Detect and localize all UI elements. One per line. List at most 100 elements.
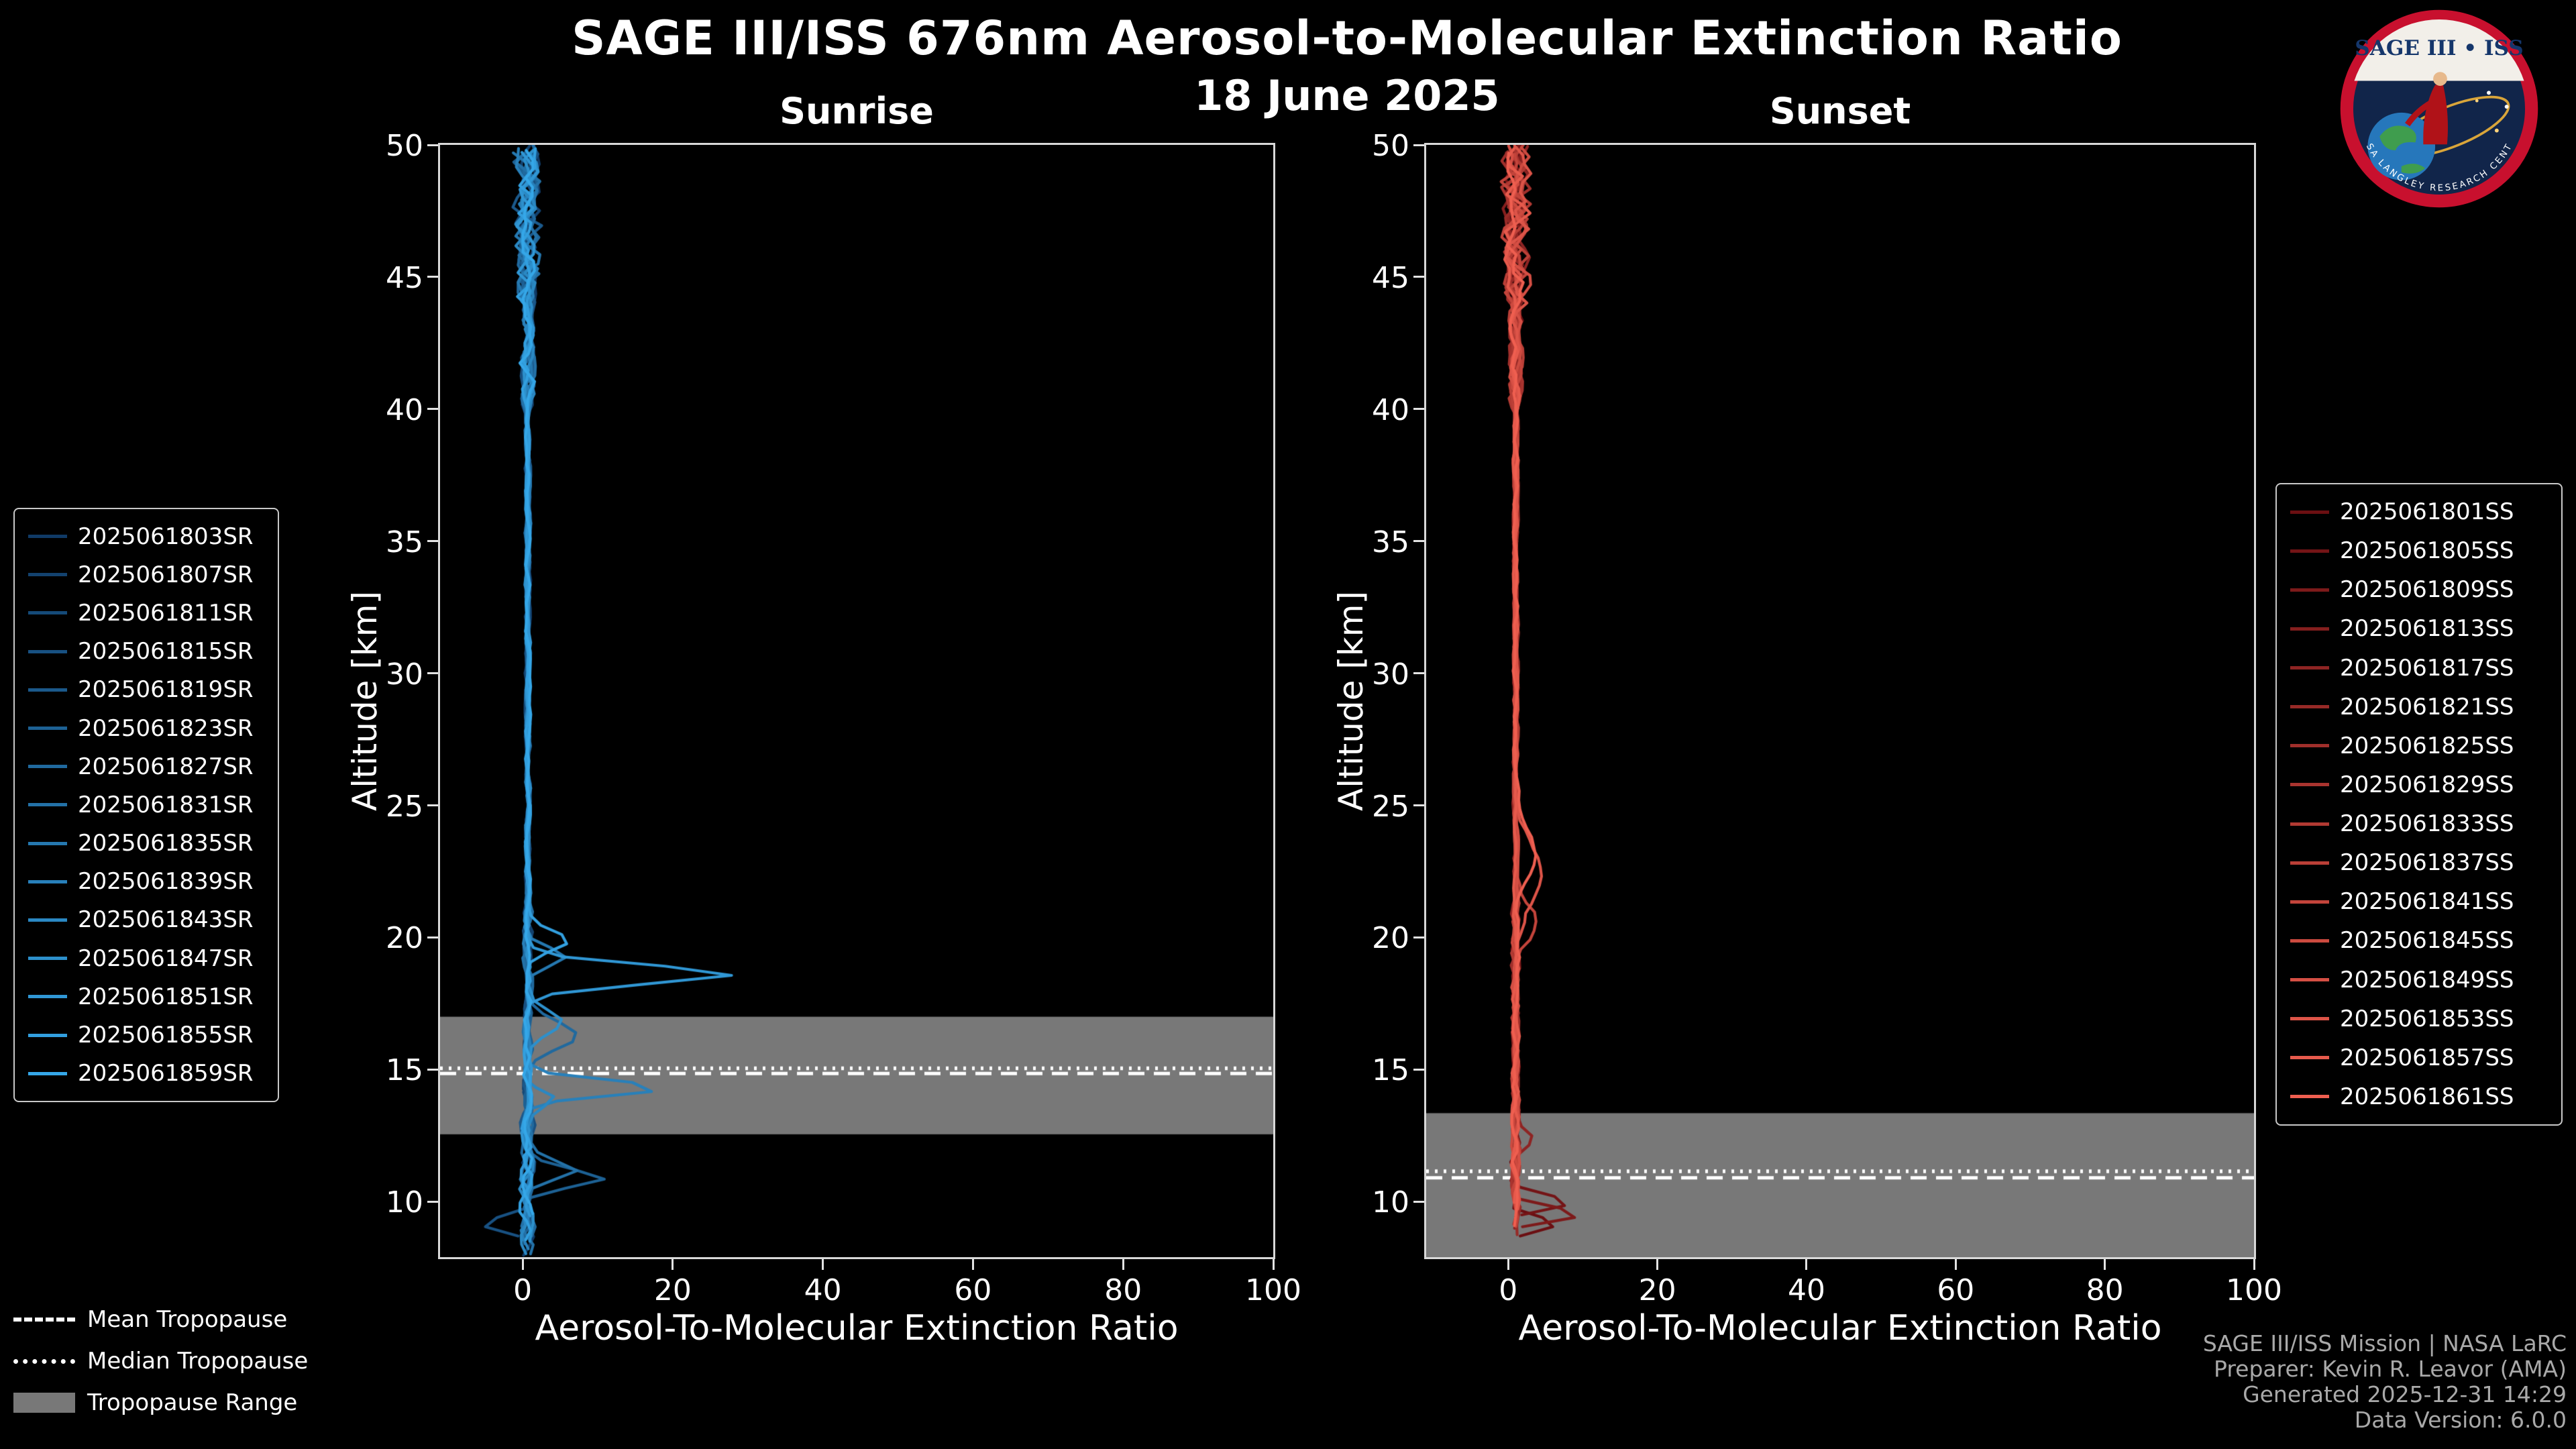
legend-item: 2025061823SR — [28, 709, 264, 747]
legend-line-swatch — [2290, 822, 2329, 826]
legend-line-swatch — [28, 841, 67, 845]
tropopause-legend-item: Median Tropopause — [13, 1347, 308, 1375]
x-tick-label: 40 — [1787, 1273, 1825, 1307]
legend-line-swatch — [2290, 938, 2329, 943]
legend-item: 2025061847SR — [28, 939, 264, 977]
logo-title-text: SAGE III • ISS — [2355, 36, 2523, 60]
legend-line-swatch — [2290, 783, 2329, 787]
sunrise-yaxis-label: Altitude [km] — [345, 591, 384, 811]
y-tick-label: 45 — [1372, 260, 1409, 295]
legend-item: 2025061811SR — [28, 594, 264, 632]
legend-item: 2025061835SR — [28, 824, 264, 863]
dashed-swatch — [13, 1318, 75, 1322]
y-tick-mark — [1413, 1068, 1424, 1071]
tropopause-legend-label: Median Tropopause — [87, 1348, 309, 1375]
legend-item: 2025061807SR — [28, 555, 264, 594]
tropopause-legend-label: Mean Tropopause — [87, 1306, 288, 1333]
legend-item-label: 2025061845SS — [2340, 927, 2514, 955]
logo-earth — [2367, 112, 2436, 180]
legend-item: 2025061817SS — [2290, 649, 2548, 687]
x-tick-mark — [672, 1259, 674, 1270]
legend-item: 2025061801SS — [2290, 493, 2548, 531]
x-tick-label: 20 — [653, 1273, 692, 1307]
x-tick-mark — [1656, 1259, 1659, 1270]
legend-item-label: 2025061815SR — [78, 638, 254, 665]
legend-line-swatch — [28, 918, 67, 922]
legend-item: 2025061851SR — [28, 977, 264, 1016]
legend-item-label: 2025061839SR — [78, 868, 254, 896]
legend-line-swatch — [2290, 1095, 2329, 1099]
legend-item-label: 2025061829SS — [2340, 771, 2514, 798]
legend-item-label: 2025061811SR — [78, 599, 254, 627]
legend-line-swatch — [2290, 549, 2329, 553]
y-tick-label: 15 — [1372, 1053, 1409, 1088]
legend-line-swatch — [28, 573, 67, 577]
y-tick-mark — [1413, 1200, 1424, 1203]
sunset-legend: 2025061801SS 2025061805SS 2025061809SS 2025… — [2275, 483, 2563, 1126]
x-tick-mark — [822, 1259, 824, 1270]
legend-item-label: 2025061805SS — [2340, 537, 2514, 565]
legend-item: 2025061859SR — [28, 1055, 264, 1093]
x-tick-mark — [1805, 1259, 1808, 1270]
legend-item-label: 2025061833SS — [2340, 810, 2514, 838]
legend-line-swatch — [2290, 666, 2329, 670]
legend-line-swatch — [2290, 744, 2329, 748]
legend-item-label: 2025061849SS — [2340, 966, 2514, 994]
y-tick-label: 10 — [386, 1185, 423, 1220]
legend-item-label: 2025061827SR — [78, 753, 254, 780]
x-tick-mark — [1272, 1259, 1275, 1270]
x-tick-mark — [1954, 1259, 1957, 1270]
legend-item: 2025061857SS — [2290, 1038, 2548, 1077]
logo-sage-arm — [2405, 100, 2433, 127]
y-tick-mark — [427, 672, 438, 675]
legend-item: 2025061861SS — [2290, 1077, 2548, 1116]
sunset-plot-canvas — [1426, 145, 2254, 1257]
x-tick-label: 0 — [1499, 1273, 1518, 1307]
sunset-plot-area — [1424, 143, 2256, 1259]
y-tick-mark — [1413, 276, 1424, 278]
x-tick-mark — [2104, 1259, 2106, 1270]
legend-item-label: 2025061813SS — [2340, 615, 2514, 643]
x-tick-label: 80 — [2086, 1273, 2124, 1307]
logo-star — [2487, 91, 2491, 95]
page-title: SAGE III/ISS 676nm Aerosol-to-Molecular … — [572, 11, 2123, 66]
sage-iii-iss-logo: SAGE III • ISS NASA LANGLEY RESEARCH CEN… — [2336, 2, 2538, 208]
legend-item: 2025061855SR — [28, 1016, 264, 1055]
legend-item-label: 2025061831SR — [78, 791, 254, 818]
logo-star — [2504, 105, 2509, 109]
y-tick-mark — [427, 1068, 438, 1071]
x-tick-label: 100 — [1245, 1273, 1301, 1307]
sunrise-plot-area — [438, 143, 1275, 1259]
footer-version: Data Version: 6.0.0 — [2354, 1407, 2567, 1433]
y-tick-label: 35 — [1372, 525, 1409, 559]
legend-line-swatch — [28, 765, 67, 769]
logo-star — [2475, 99, 2479, 103]
range-swatch — [13, 1393, 75, 1413]
legend-item-label: 2025061819SR — [78, 676, 254, 704]
legend-item-label: 2025061835SR — [78, 830, 254, 857]
footer-generated: Generated 2025-12-31 14:29 — [2243, 1381, 2567, 1407]
legend-item-label: 2025061807SR — [78, 561, 254, 588]
legend-item: 2025061819SR — [28, 671, 264, 709]
legend-item-label: 2025061825SS — [2340, 732, 2514, 759]
sunset-xaxis-label: Aerosol-To-Molecular Extinction Ratio — [1518, 1308, 2162, 1348]
x-tick-mark — [2253, 1259, 2255, 1270]
x-tick-label: 20 — [1638, 1273, 1676, 1307]
x-tick-label: 80 — [1104, 1273, 1142, 1307]
legend-item: 2025061839SR — [28, 863, 264, 901]
y-tick-mark — [1413, 936, 1424, 938]
legend-item-label: 2025061843SR — [78, 906, 254, 934]
legend-line-swatch — [28, 688, 67, 692]
legend-item: 2025061805SS — [2290, 532, 2548, 570]
logo-sage-figure — [2423, 85, 2449, 145]
y-tick-mark — [427, 276, 438, 278]
logo-sage-head — [2433, 72, 2447, 86]
sunset-yaxis-label: Altitude [km] — [1332, 591, 1371, 811]
legend-item: 2025061827SR — [28, 747, 264, 786]
legend-item: 2025061841SS — [2290, 883, 2548, 921]
y-tick-label: 50 — [1372, 129, 1409, 163]
legend-item: 2025061849SS — [2290, 961, 2548, 999]
legend-item-label: 2025061855SR — [78, 1022, 254, 1049]
legend-item-label: 2025061801SS — [2340, 498, 2514, 526]
sage-logo-svg: SAGE III • ISS NASA LANGLEY RESEARCH CEN… — [2336, 2, 2538, 208]
